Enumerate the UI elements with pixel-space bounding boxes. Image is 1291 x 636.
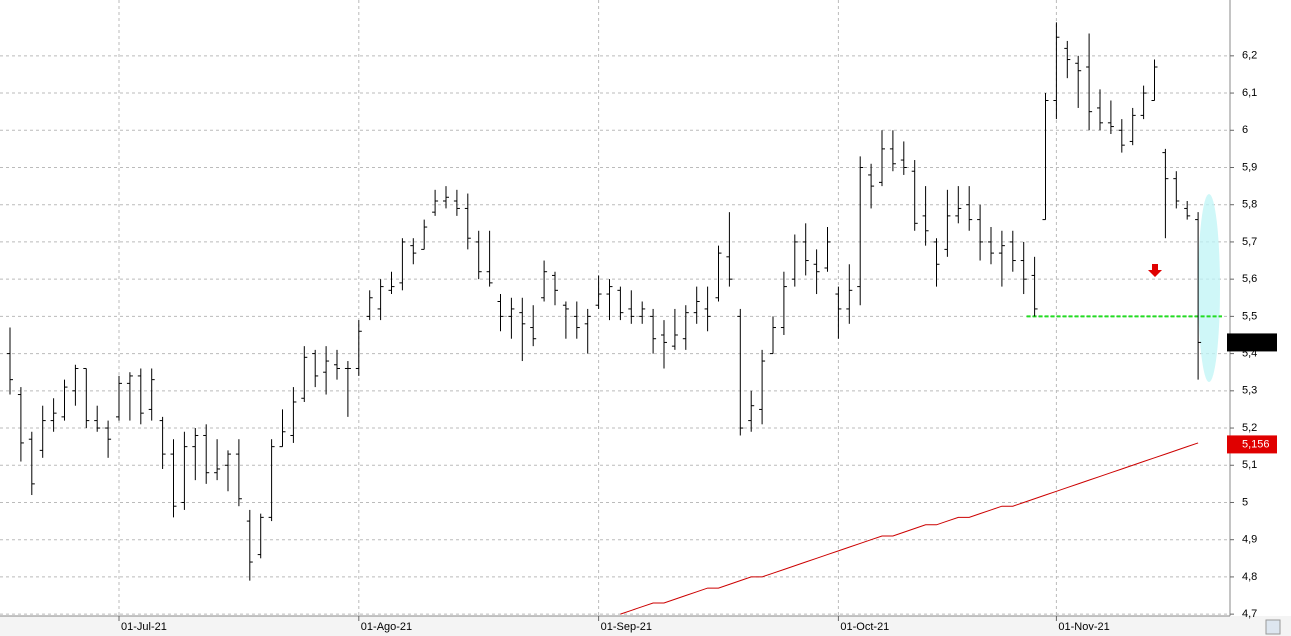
down-arrow bbox=[1148, 264, 1162, 277]
x-tick-label: 01-Oct-21 bbox=[840, 621, 889, 633]
y-tick-label: 5,3 bbox=[1242, 385, 1257, 397]
x-tick-label: 01-Sep-21 bbox=[601, 621, 652, 633]
ma-price-box bbox=[1227, 435, 1277, 454]
y-tick-label: 5,9 bbox=[1242, 161, 1257, 173]
x-axis-strip bbox=[0, 616, 1291, 636]
corner-icon[interactable] bbox=[1265, 619, 1281, 635]
y-tick-label: 5,2 bbox=[1242, 422, 1257, 434]
ma-price-label: 5,156 bbox=[1242, 438, 1270, 450]
y-tick-label: 6,2 bbox=[1242, 50, 1257, 62]
y-tick-label: 5,1 bbox=[1242, 459, 1257, 471]
y-tick-label: 4,8 bbox=[1242, 571, 1257, 583]
y-tick-label: 4,7 bbox=[1242, 608, 1257, 620]
x-tick-label: 01-Jul-21 bbox=[121, 621, 167, 633]
highlight-ellipse bbox=[1198, 194, 1220, 382]
y-tick-label: 5,5 bbox=[1242, 310, 1257, 322]
x-tick-label: 01-Ago-21 bbox=[361, 621, 412, 633]
y-tick-label: 4,9 bbox=[1242, 534, 1257, 546]
last-price-box bbox=[1227, 333, 1277, 352]
y-tick-label: 5,8 bbox=[1242, 199, 1257, 211]
y-tick-label: 6,1 bbox=[1242, 87, 1257, 99]
moving-average-line bbox=[620, 442, 1199, 615]
x-tick-label: 01-Nov-21 bbox=[1058, 621, 1109, 633]
y-tick-label: 5,6 bbox=[1242, 273, 1257, 285]
y-tick-label: 6 bbox=[1242, 124, 1248, 136]
y-tick-label: 5 bbox=[1242, 496, 1248, 508]
y-tick-label: 5,7 bbox=[1242, 236, 1257, 248]
